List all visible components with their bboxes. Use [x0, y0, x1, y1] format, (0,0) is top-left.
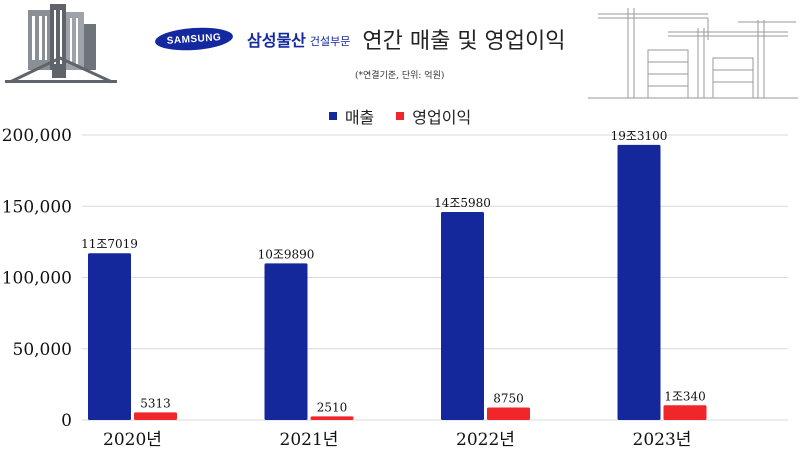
x-tick-label: 2022년: [456, 430, 515, 450]
bar-revenue: [264, 263, 308, 420]
data-label-operating-profit: 1조340: [664, 389, 706, 403]
legend-item-operating-profit: 영업이익: [396, 104, 471, 128]
x-tick-label: 2023년: [633, 430, 692, 450]
x-tick-label: 2020년: [103, 430, 162, 450]
bar-revenue: [441, 211, 484, 420]
legend-swatch-operating-profit: [396, 112, 405, 120]
y-tick-label: 50,000: [13, 340, 72, 360]
data-label-revenue: 10조9890: [258, 247, 315, 261]
building-illustration: [5, 4, 117, 84]
data-label-revenue: 14조5980: [434, 196, 491, 210]
y-tick-label: 150,000: [2, 197, 72, 217]
bar-operating-profit: [310, 416, 354, 420]
y-tick-label: 0: [61, 411, 72, 431]
construction-sketch: [588, 8, 798, 99]
bar-operating-profit: [487, 407, 530, 420]
chart-title: 연간 매출 및 영업이익: [362, 29, 566, 54]
bar-operating-profit: [134, 412, 177, 420]
x-tick-label: 2021년: [280, 430, 339, 450]
legend: 매출 영업이익: [0, 104, 800, 128]
division-name: 건설부문: [309, 35, 351, 48]
legend-label-revenue: 매출: [344, 108, 375, 127]
unit-note: (*연결기준, 단위: 억원): [355, 71, 445, 81]
bar-revenue: [88, 253, 131, 420]
y-tick-label: 200,000: [2, 126, 72, 146]
data-label-operating-profit: 8750: [493, 392, 524, 406]
data-label-revenue: 11조7019: [81, 237, 138, 251]
bar-revenue: [617, 144, 661, 420]
y-tick-label: 100,000: [2, 269, 72, 289]
company-name: 삼성물산: [247, 31, 306, 50]
data-label-revenue: 19조3100: [611, 129, 668, 143]
bar-operating-profit: [663, 405, 707, 420]
legend-swatch-revenue: [328, 112, 337, 120]
title-row: SAMSUNG 삼성물산 건설부문 연간 매출 및 영업이익: [154, 22, 566, 56]
data-label-operating-profit: 5313: [140, 396, 171, 410]
chart-header: SAMSUNG 삼성물산 건설부문 연간 매출 및 영업이익 (*연결기준, 단…: [0, 0, 800, 100]
legend-item-revenue: 매출: [328, 104, 375, 128]
data-label-operating-profit: 2510: [317, 400, 348, 414]
legend-label-operating-profit: 영업이익: [412, 108, 472, 127]
